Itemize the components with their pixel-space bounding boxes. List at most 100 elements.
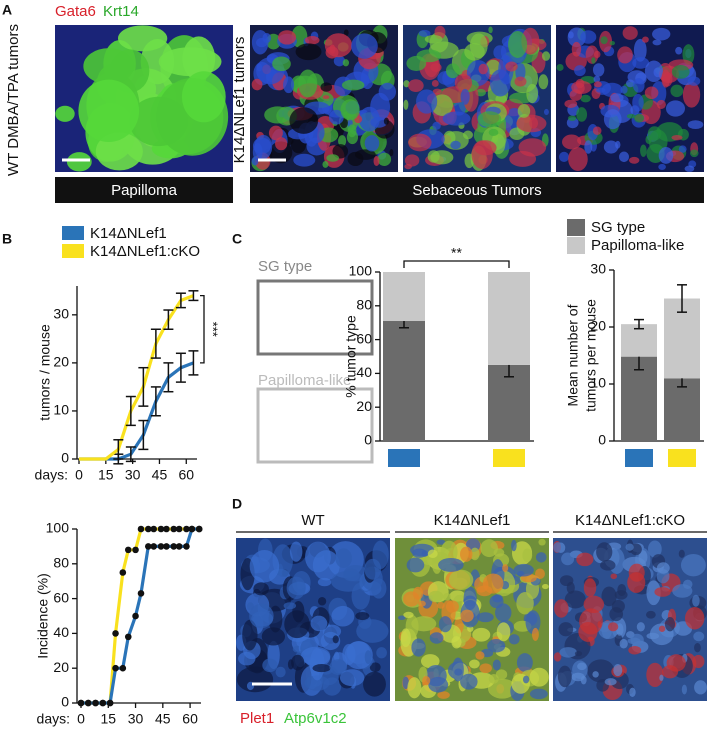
x-axis-label: days: — [37, 711, 70, 727]
texture — [593, 75, 601, 83]
texture — [626, 79, 635, 88]
micrograph — [250, 25, 398, 172]
histology-frame — [256, 387, 374, 464]
texture — [472, 627, 491, 642]
series-line — [81, 527, 200, 705]
texture — [268, 125, 283, 141]
legend-label: Papilloma-like — [591, 237, 684, 254]
texture — [238, 651, 256, 666]
x-tick-label: 15 — [100, 711, 116, 727]
texture — [416, 49, 442, 63]
texture — [693, 631, 705, 642]
x-tick-label: 0 — [77, 711, 85, 727]
texture — [356, 619, 389, 643]
point — [132, 546, 139, 554]
y-tick-label: 30 — [53, 306, 69, 322]
y-axis-label: % tumor type — [343, 315, 359, 398]
stain-label: Plet1 — [240, 710, 274, 727]
texture — [117, 25, 168, 52]
texture — [442, 111, 471, 126]
x-tick-label: 0 — [75, 467, 83, 483]
texture — [269, 141, 293, 164]
texture — [251, 78, 263, 91]
y-tick-label: 10 — [590, 375, 606, 391]
texture — [628, 156, 640, 164]
texture — [364, 135, 380, 152]
x-tick-label: 60 — [182, 711, 198, 727]
series-line — [79, 361, 194, 461]
texture — [632, 57, 650, 69]
texture — [383, 117, 389, 125]
significance-bracket — [200, 294, 205, 364]
y-tick-label: 20 — [53, 659, 69, 675]
texture — [289, 541, 303, 562]
texture — [236, 666, 274, 693]
texture — [322, 95, 330, 100]
texture — [682, 44, 695, 65]
texture — [626, 113, 636, 119]
y-tick-label: 100 — [349, 263, 373, 279]
point — [157, 525, 165, 533]
texture — [471, 140, 493, 169]
texture — [480, 539, 498, 558]
y-tick-label: 20 — [590, 318, 606, 334]
texture — [529, 667, 549, 687]
texture — [110, 49, 150, 93]
texture — [487, 678, 517, 699]
point — [106, 699, 114, 707]
texture — [640, 144, 647, 157]
texture — [514, 76, 527, 87]
texture — [652, 39, 662, 46]
point — [170, 525, 178, 533]
texture — [564, 590, 586, 609]
texture — [475, 651, 485, 660]
texture — [596, 542, 613, 562]
texture — [687, 76, 701, 86]
texture — [541, 51, 551, 61]
texture — [541, 583, 549, 590]
texture — [559, 151, 570, 163]
point — [195, 525, 203, 533]
y-tick-label: 40 — [356, 364, 372, 380]
texture — [333, 55, 346, 67]
texture — [347, 124, 357, 138]
panel-label: D — [232, 496, 242, 512]
texture — [253, 582, 269, 596]
point — [175, 525, 183, 533]
texture — [515, 62, 526, 82]
texture — [310, 615, 328, 632]
texture — [450, 140, 461, 150]
legend-swatch — [62, 226, 84, 240]
texture — [622, 26, 638, 40]
texture — [610, 93, 624, 103]
texture — [369, 662, 381, 673]
texture — [355, 611, 370, 621]
y-tick-label: 60 — [53, 589, 69, 605]
texture — [561, 552, 575, 566]
texture — [343, 29, 349, 37]
texture — [684, 607, 705, 630]
point — [99, 699, 107, 707]
texture — [320, 82, 333, 92]
micrograph — [395, 538, 549, 701]
texture — [609, 40, 615, 46]
texture — [309, 647, 325, 681]
texture — [564, 99, 578, 109]
texture — [646, 580, 661, 606]
point — [119, 569, 127, 576]
texture — [577, 662, 587, 671]
texture — [492, 659, 501, 671]
bar-segment — [621, 324, 657, 357]
y-tick-label: 0 — [61, 694, 69, 710]
texture — [412, 586, 424, 600]
texture — [411, 638, 426, 657]
x-tick-label: 30 — [125, 467, 141, 483]
point — [92, 699, 99, 707]
texture — [351, 33, 378, 59]
caption: Papilloma — [111, 182, 178, 199]
texture — [291, 654, 305, 671]
texture — [438, 616, 452, 633]
texture — [283, 76, 295, 94]
bar-segment — [383, 321, 425, 441]
texture — [558, 622, 574, 637]
